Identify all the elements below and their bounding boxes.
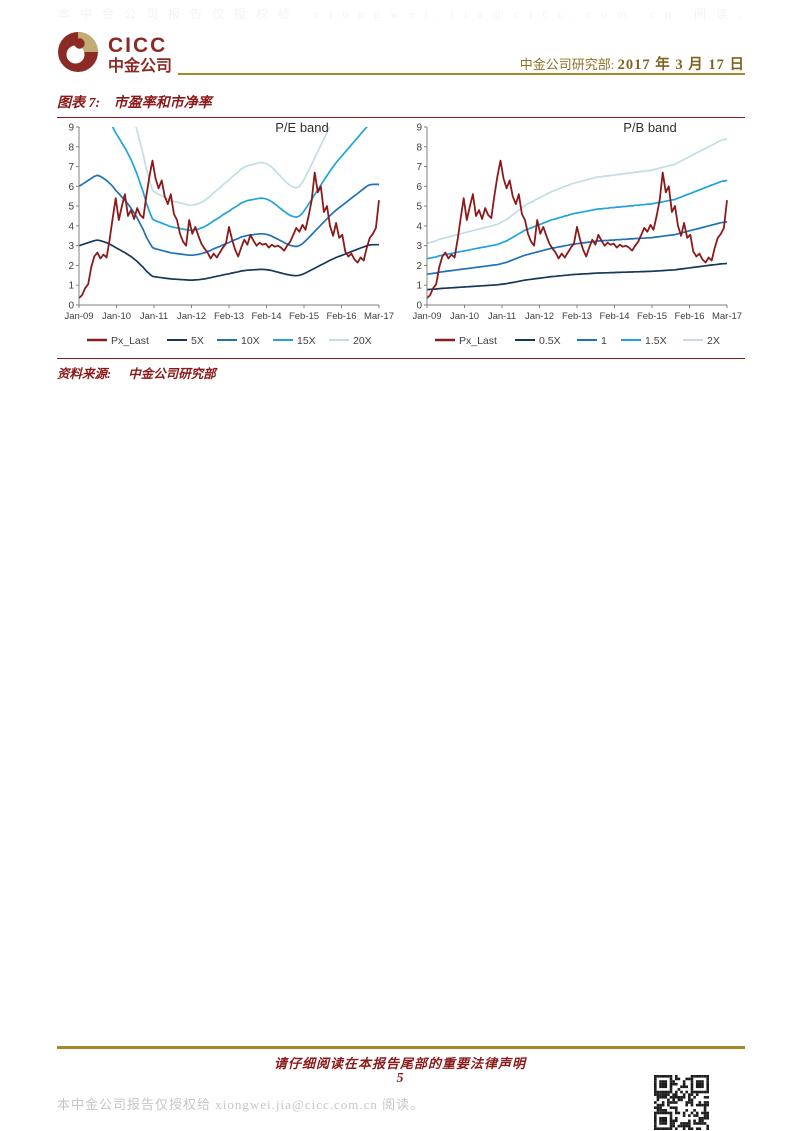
- svg-text:Jan-10: Jan-10: [450, 311, 479, 322]
- logo-text: CICC 中金公司: [108, 35, 172, 75]
- pe-band-chart: 0 1 2 3 4 5 6 7 8 9 Jan-09 Jan-10 Jan-11 Jan-12 Feb-13…: [57, 118, 397, 356]
- svg-text:0: 0: [68, 301, 74, 312]
- svg-text:1.5X: 1.5X: [645, 335, 667, 347]
- bottom-watermark: 本中金公司报告仅授权给 xiongwei.jia@cicc.com.cn 阅读。: [57, 1097, 425, 1112]
- svg-text:2X: 2X: [707, 335, 720, 347]
- logo-text-cn: 中金公司: [108, 57, 173, 75]
- svg-text:Feb-16: Feb-16: [674, 311, 704, 322]
- svg-text:5: 5: [416, 202, 422, 213]
- pb-band-chart: 0 1 2 3 4 5 6 7 8 9 Jan-09 Jan-10 Jan-11 Jan-12 Feb-13…: [405, 118, 745, 356]
- svg-text:20X: 20X: [353, 335, 372, 347]
- svg-text:15X: 15X: [297, 335, 316, 347]
- footer-rule: [57, 1046, 745, 1049]
- svg-text:9: 9: [68, 123, 74, 134]
- header-meta: 中金公司研究部: 2017 年 3 月 17 日: [520, 53, 745, 74]
- figure-caption: 图表 7: 市盈率和市净率: [57, 92, 745, 118]
- logo-text-en: CICC: [108, 33, 168, 57]
- svg-text:1: 1: [416, 281, 422, 292]
- svg-text:8: 8: [416, 142, 422, 153]
- svg-text:Jan-11: Jan-11: [140, 311, 168, 322]
- svg-text:Jan-11: Jan-11: [488, 311, 516, 322]
- charts-row: 0 1 2 3 4 5 6 7 8 9 Jan-09 Jan-10 Jan-11 Jan-12 Feb-13…: [57, 118, 745, 356]
- svg-text:3: 3: [68, 241, 74, 252]
- svg-text:Jan-10: Jan-10: [102, 311, 131, 322]
- svg-text:2: 2: [68, 261, 74, 272]
- svg-text:4: 4: [416, 221, 422, 232]
- source-value: 中金公司研究部: [128, 367, 216, 381]
- svg-text:Jan-12: Jan-12: [525, 311, 554, 322]
- svg-text:5X: 5X: [191, 335, 204, 347]
- footer-disclaimer: 请仔细阅读在本报告尾部的重要法律声明: [273, 1056, 526, 1071]
- svg-text:Feb-14: Feb-14: [251, 311, 281, 322]
- research-dept-label: 中金公司研究部:: [519, 57, 615, 72]
- svg-text:6: 6: [68, 182, 74, 193]
- top-watermark: 本中金公司报告仅授权给 xiongwei.jia@cicc.com.cn 阅读。: [58, 7, 761, 21]
- cicc-logo-icon: [57, 31, 99, 78]
- svg-text:7: 7: [416, 162, 422, 173]
- svg-text:Feb-15: Feb-15: [637, 311, 667, 322]
- svg-text:0: 0: [416, 301, 422, 312]
- svg-text:P/E band: P/E band: [275, 120, 329, 135]
- svg-text:Feb-13: Feb-13: [214, 311, 244, 322]
- svg-text:Jan-09: Jan-09: [412, 311, 441, 322]
- chart-plot: 0 1 2 3 4 5 6 7 8 9 Jan-09 Jan-10 Jan-11 Jan-12 Feb-13…: [412, 120, 742, 347]
- svg-text:Px_Last: Px_Last: [111, 335, 149, 347]
- svg-text:Jan-12: Jan-12: [177, 311, 206, 322]
- figure-caption-text: 市盈率和市净率: [113, 96, 212, 111]
- svg-text:Feb-13: Feb-13: [562, 311, 592, 322]
- qr-code-icon: [654, 1075, 709, 1130]
- header-rule: [178, 73, 745, 75]
- svg-text:4: 4: [68, 221, 74, 232]
- svg-text:6: 6: [416, 182, 422, 193]
- svg-text:Mar-17: Mar-17: [364, 311, 394, 322]
- svg-text:Feb-14: Feb-14: [599, 311, 629, 322]
- svg-text:P/B band: P/B band: [623, 120, 677, 135]
- figure-caption-label: 图表 7:: [57, 96, 101, 111]
- svg-text:9: 9: [416, 123, 422, 134]
- report-date: 2017 年 3 月 17 日: [617, 57, 745, 73]
- svg-text:Feb-16: Feb-16: [326, 311, 356, 322]
- svg-text:1: 1: [601, 335, 607, 347]
- svg-text:8: 8: [68, 142, 74, 153]
- source-label: 资料来源:: [57, 367, 112, 381]
- svg-text:5: 5: [68, 202, 74, 213]
- svg-text:10X: 10X: [241, 335, 260, 347]
- page-number: 5: [396, 1071, 404, 1086]
- svg-text:Mar-17: Mar-17: [712, 311, 742, 322]
- cicc-logo: CICC 中金公司: [57, 31, 172, 78]
- svg-text:1: 1: [68, 281, 74, 292]
- svg-text:Px_Last: Px_Last: [459, 335, 497, 347]
- svg-text:2: 2: [416, 261, 422, 272]
- svg-text:3: 3: [416, 241, 422, 252]
- svg-text:Feb-15: Feb-15: [289, 311, 319, 322]
- source-row: 资料来源: 中金公司研究部: [57, 358, 745, 382]
- svg-text:0.5X: 0.5X: [539, 335, 561, 347]
- chart-plot: 0 1 2 3 4 5 6 7 8 9 Jan-09 Jan-10 Jan-11 Jan-12 Feb-13…: [64, 120, 394, 347]
- svg-text:7: 7: [68, 162, 74, 173]
- svg-text:Jan-09: Jan-09: [64, 311, 93, 322]
